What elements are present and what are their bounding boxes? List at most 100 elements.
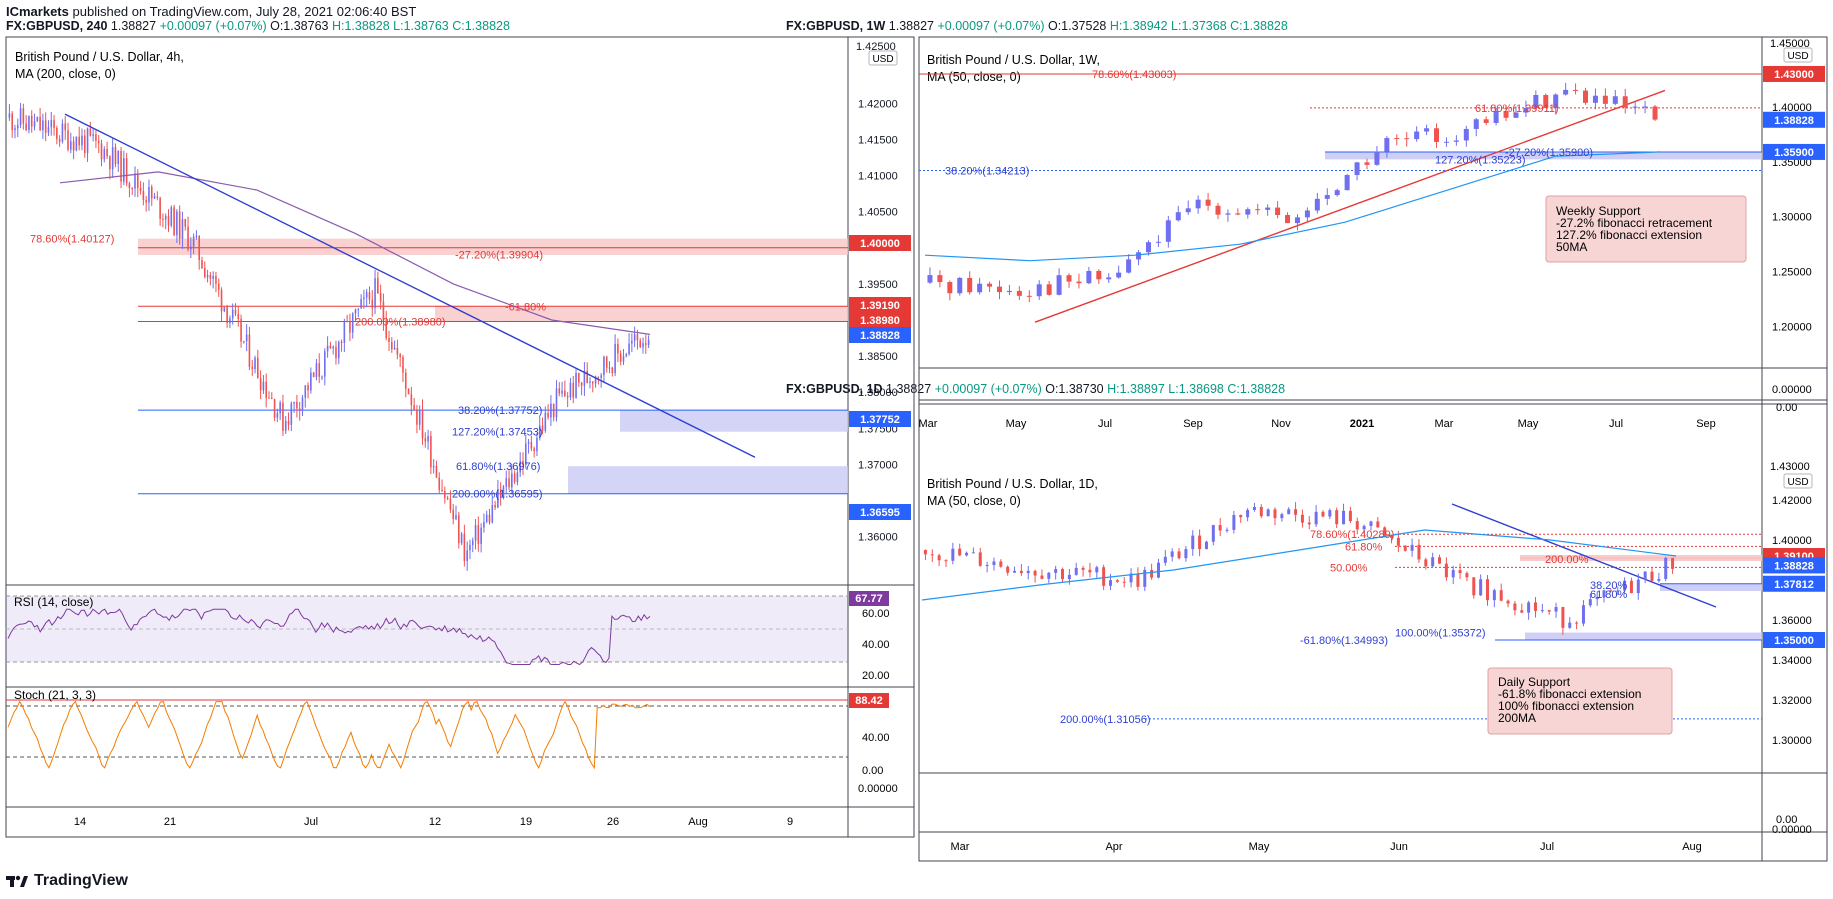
candle-body [374, 278, 376, 308]
candle-body [270, 397, 273, 399]
candle-body [142, 191, 145, 200]
ytick: 1.37000 [858, 459, 898, 471]
note-line: 127.2% fibonacci extension [1556, 228, 1702, 242]
candle-body [223, 307, 226, 312]
candle-body [460, 533, 463, 544]
candle-body [95, 134, 97, 141]
candle-body [103, 149, 106, 160]
candle-body [1376, 521, 1380, 528]
candle-body [530, 442, 533, 449]
rsi-value: 67.77 [855, 593, 883, 605]
fib-label: 127.20%(1.37453) [452, 427, 543, 439]
candle-body [81, 135, 83, 146]
candle-body [404, 372, 407, 389]
high: H:1.38828 [331, 19, 390, 33]
candle-body [1126, 259, 1132, 273]
publish-info: published on TradingView.com, July 28, 2… [72, 4, 417, 19]
candle-body [1390, 535, 1394, 538]
publisher-name[interactable]: ICmarkets [6, 4, 69, 19]
candle-body [301, 397, 304, 411]
candle-body [1384, 138, 1390, 152]
candle-body [1424, 559, 1428, 567]
candle-body [1364, 162, 1370, 165]
candle-body [1503, 110, 1509, 118]
rsi-line [7, 608, 651, 666]
candle-body [603, 356, 605, 376]
symbol-label[interactable]: FX:GBPUSD, 1W [786, 19, 886, 33]
candle-body [47, 127, 50, 133]
candle-body [125, 158, 128, 184]
candle-body [109, 156, 111, 170]
fib-label: 38.20%(1.34213) [945, 165, 1029, 177]
candle-body [474, 525, 477, 541]
candle-body [134, 173, 136, 189]
candle-body [522, 461, 524, 466]
fib-label: 78.60%(1.43003) [1092, 69, 1176, 81]
currency-box [1783, 473, 1813, 489]
candle-body [463, 533, 466, 562]
candle-body [296, 401, 298, 409]
ma200-line [59, 171, 651, 335]
fib-label: -61.80% [505, 301, 546, 313]
candle-body [1081, 567, 1085, 570]
xtick: Nov [1271, 418, 1291, 430]
candle-body [273, 398, 276, 418]
support-zone-lower [1525, 632, 1762, 641]
candle-body [349, 321, 351, 333]
xtick: May [1518, 418, 1539, 430]
candle-body [1334, 190, 1340, 196]
currency-box[interactable] [868, 50, 898, 66]
candle-body [1235, 213, 1241, 215]
symbol-label[interactable]: FX:GBPUSD, 1D [786, 382, 883, 396]
candle-body [123, 158, 125, 182]
symbol-label[interactable]: FX:GBPUSD, 240 [6, 19, 108, 33]
price-tag-label: 1.38980 [860, 315, 900, 327]
candle-body [1095, 567, 1099, 573]
candle-body [16, 125, 19, 129]
candle-body [365, 292, 368, 298]
ytick: 1.30000 [1772, 735, 1812, 747]
xtick: May [1006, 418, 1027, 430]
downtrend-line [1451, 503, 1717, 608]
support-zone-upper [620, 410, 848, 432]
low: L:1.37368 [1171, 19, 1227, 33]
xtick: Sep [1696, 418, 1716, 430]
price-tag-label: 1.43000 [1774, 69, 1814, 81]
candle-body [385, 320, 388, 339]
candle-body [1047, 572, 1051, 579]
xtick: Jul [304, 816, 318, 828]
candle-body [1438, 557, 1442, 564]
candle-body [254, 357, 256, 370]
brand-name[interactable]: TradingView [34, 872, 128, 889]
candle-body [268, 397, 270, 399]
candle-body [1156, 562, 1160, 578]
xtick: 9 [787, 816, 793, 828]
candle-body [619, 353, 622, 362]
xtick: 21 [164, 816, 176, 828]
fib-label: 78.60%(1.40127) [30, 234, 114, 246]
candle-body [337, 341, 340, 359]
xtick: Apr [1105, 841, 1122, 853]
candle-body [351, 313, 354, 333]
candle-body [965, 552, 969, 556]
candle-body [1304, 210, 1310, 218]
candle-body [1335, 510, 1339, 525]
fib-label: -27.20%(1.39904) [455, 250, 543, 262]
candle-body [1592, 95, 1598, 103]
candle-body [1473, 119, 1479, 129]
xtick: 2021 [1350, 418, 1374, 430]
candle-body [1328, 510, 1332, 517]
panel-4h-titlebar: FX:GBPUSD, 240 1.38827 +0.00097 (+0.07%)… [6, 19, 510, 33]
candle-body [578, 372, 580, 383]
candle-body [985, 564, 989, 566]
candle-body [457, 515, 460, 544]
candle-body [1163, 556, 1167, 563]
price-tag-1.38828 [849, 327, 911, 343]
candle-body [505, 478, 508, 487]
candle-body [391, 342, 393, 350]
close: C:1.38828 [1230, 19, 1288, 33]
fib-label: 50.00% [1330, 562, 1368, 574]
ytick: 1.40000 [1772, 102, 1812, 114]
candle-body [438, 477, 441, 490]
candle-body [181, 219, 184, 239]
